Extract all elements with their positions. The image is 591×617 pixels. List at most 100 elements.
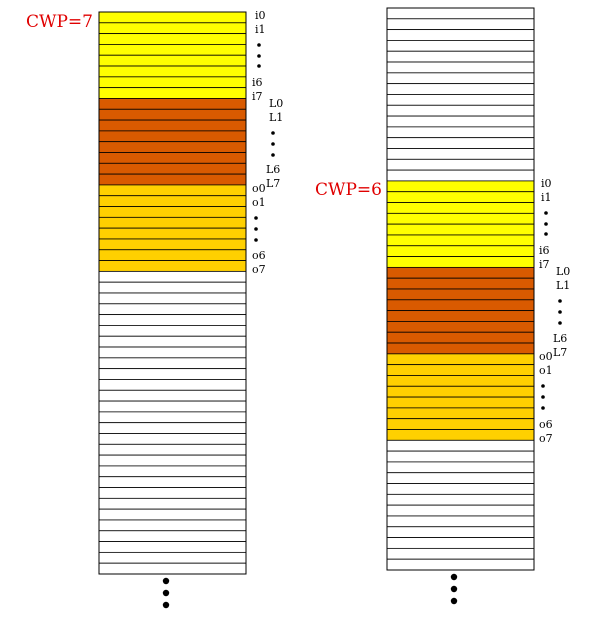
empty-register-cell bbox=[98, 357, 247, 370]
out-label-first: o0 bbox=[539, 350, 553, 363]
empty-register-cell bbox=[98, 508, 247, 521]
empty-register-cell bbox=[98, 497, 247, 510]
empty-register-cell bbox=[386, 40, 535, 52]
ellipsis-dot bbox=[541, 406, 545, 410]
empty-register-cell bbox=[98, 541, 247, 553]
empty-register-cell bbox=[98, 368, 247, 380]
out-register-cell bbox=[98, 249, 247, 261]
empty-register-cell bbox=[386, 148, 535, 160]
local-label-first: L0 bbox=[269, 97, 283, 110]
out-register-cell bbox=[386, 375, 535, 387]
local-register-cell bbox=[98, 119, 247, 132]
out-register-cell bbox=[98, 238, 247, 251]
ellipsis-dot bbox=[558, 321, 562, 325]
out-register-cell bbox=[386, 364, 535, 376]
register-stack-cwp6: CWP=6 i0 i1 i6 i7 L0 L1 L6 L7 o0 o1 o6 o… bbox=[315, 7, 570, 605]
local-label-second: L1 bbox=[269, 111, 283, 124]
empty-register-cell bbox=[386, 547, 535, 560]
empty-register-cell bbox=[386, 83, 535, 95]
local-register-cell bbox=[98, 152, 247, 164]
local-register-cell bbox=[98, 108, 247, 121]
empty-register-cell bbox=[386, 7, 535, 20]
empty-register-cell bbox=[386, 94, 535, 106]
empty-register-cell bbox=[98, 454, 247, 467]
in-register-cell bbox=[98, 22, 247, 35]
out-label-second: o1 bbox=[539, 364, 553, 377]
out-register-cell bbox=[386, 429, 535, 441]
in-register-cell bbox=[386, 256, 535, 268]
out-label-second-last: o6 bbox=[539, 418, 553, 431]
empty-register-cell bbox=[386, 504, 535, 517]
out-label-second-last: o6 bbox=[252, 249, 266, 262]
empty-register-cell bbox=[98, 303, 247, 316]
out-label-second: o1 bbox=[252, 196, 266, 209]
out-register-cell bbox=[98, 184, 247, 197]
empty-register-cell bbox=[386, 18, 535, 31]
empty-register-cell bbox=[386, 104, 535, 117]
local-label-second-last: L6 bbox=[266, 163, 280, 176]
local-label-last: L7 bbox=[553, 346, 567, 359]
empty-register-cell bbox=[386, 515, 535, 528]
local-register-cell bbox=[98, 162, 247, 175]
local-register-cell bbox=[98, 130, 247, 143]
empty-register-cell bbox=[386, 537, 535, 549]
ellipsis-dot bbox=[257, 64, 261, 68]
local-register-cell bbox=[386, 288, 535, 301]
out-label-first: o0 bbox=[252, 182, 266, 195]
empty-register-cell bbox=[386, 137, 535, 149]
local-register-cell bbox=[386, 310, 535, 322]
stack-cells bbox=[98, 11, 247, 575]
in-label-second: i1 bbox=[541, 191, 552, 204]
empty-register-cell bbox=[386, 29, 535, 41]
empty-register-cell bbox=[98, 562, 247, 575]
empty-register-cell bbox=[386, 483, 535, 495]
empty-register-cell bbox=[98, 389, 247, 402]
empty-register-cell bbox=[98, 281, 247, 294]
empty-register-cell bbox=[98, 325, 247, 337]
out-register-cell bbox=[386, 353, 535, 366]
empty-register-cell bbox=[386, 472, 535, 484]
empty-register-cell bbox=[386, 439, 535, 452]
register-stack-cwp7: CWP=7 i0 i1 i6 i7 L0 L1 L6 L7 o0 o1 o6 o… bbox=[26, 9, 283, 609]
in-register-cell bbox=[386, 202, 535, 214]
empty-register-cell bbox=[98, 443, 247, 456]
local-register-cell bbox=[386, 321, 535, 333]
in-register-cell bbox=[98, 11, 247, 24]
in-label-second-last: i6 bbox=[539, 244, 550, 257]
ellipsis-dot bbox=[544, 211, 548, 215]
local-label-first: L0 bbox=[556, 265, 570, 278]
out-register-cell bbox=[386, 407, 535, 420]
empty-register-cell bbox=[386, 450, 535, 463]
ellipsis-dot bbox=[544, 222, 548, 226]
empty-register-cell bbox=[98, 487, 247, 499]
out-register-cell bbox=[98, 216, 247, 229]
local-label-last: L7 bbox=[266, 177, 280, 190]
out-register-cell bbox=[98, 260, 247, 272]
empty-register-cell bbox=[98, 346, 247, 359]
out-register-cell bbox=[386, 396, 535, 409]
in-register-cell bbox=[98, 44, 247, 56]
ellipsis-dot bbox=[544, 232, 548, 236]
stack-border bbox=[98, 11, 247, 575]
empty-register-cell bbox=[98, 530, 247, 542]
empty-register-cell bbox=[386, 72, 535, 85]
continuation-dot bbox=[450, 597, 458, 605]
empty-register-cell bbox=[386, 158, 535, 171]
in-register-cell bbox=[386, 191, 535, 203]
cwp-label: CWP=6 bbox=[315, 180, 382, 200]
ellipsis-dot bbox=[254, 227, 258, 231]
continuation-dot bbox=[450, 585, 458, 593]
ellipsis-dot bbox=[541, 384, 545, 388]
in-register-cell bbox=[386, 180, 535, 193]
local-register-cell bbox=[386, 266, 535, 279]
ellipsis-dot bbox=[254, 216, 258, 220]
empty-register-cell bbox=[98, 314, 247, 326]
out-register-cell bbox=[98, 206, 247, 218]
empty-register-cell bbox=[98, 422, 247, 434]
empty-register-cell bbox=[98, 270, 247, 283]
cwp-label: CWP=7 bbox=[26, 12, 93, 32]
continuation-dot bbox=[162, 577, 170, 585]
empty-register-cell bbox=[98, 335, 247, 348]
stack-border bbox=[386, 7, 535, 571]
ellipsis-dot bbox=[271, 131, 275, 135]
